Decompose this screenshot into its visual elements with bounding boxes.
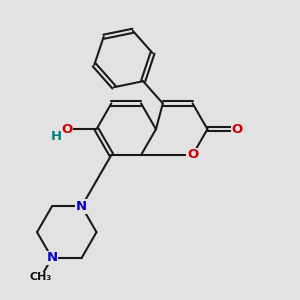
Text: O: O (61, 123, 72, 136)
Text: N: N (46, 251, 58, 264)
Text: N: N (76, 200, 87, 213)
Text: H: H (50, 130, 62, 143)
Text: CH₃: CH₃ (30, 272, 52, 282)
Text: O: O (232, 123, 243, 136)
Text: O: O (187, 148, 198, 161)
